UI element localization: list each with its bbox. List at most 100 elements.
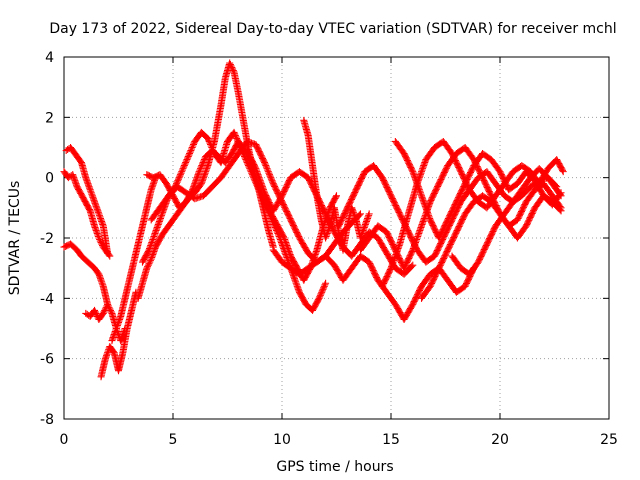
x-axis-label: GPS time / hours <box>276 459 393 475</box>
data-point-dense <box>188 145 196 153</box>
data-point-dense <box>319 285 327 293</box>
y-tick-label: -6 <box>40 352 54 368</box>
data-point-dense <box>189 142 197 150</box>
data-point-dense <box>262 163 270 171</box>
data-point-dense <box>144 261 152 269</box>
data-point-dense <box>177 169 185 177</box>
data-point-dense <box>227 62 235 70</box>
data-point-dense <box>178 166 186 174</box>
x-tick-label: 10 <box>273 432 291 448</box>
data-point-dense <box>200 157 208 165</box>
x-tick-label: 20 <box>491 432 509 448</box>
series-trace-17 <box>391 137 565 242</box>
data-point-dense <box>321 281 329 289</box>
data-point-dense <box>105 251 113 259</box>
data-point <box>99 309 107 317</box>
data-point-dense <box>91 308 99 316</box>
data-point <box>315 294 323 302</box>
data-point-dense <box>107 308 115 316</box>
series-trace-12 <box>300 116 373 254</box>
data-point <box>184 153 192 161</box>
data-point-dense <box>226 61 234 69</box>
data-point-dense <box>179 165 187 173</box>
data-point-dense <box>265 169 273 177</box>
data-point-dense <box>188 144 196 151</box>
y-tick-label: -4 <box>40 291 54 307</box>
data-point-dense <box>96 237 104 245</box>
data-point-dense <box>180 162 188 170</box>
data-point-dense <box>264 168 272 176</box>
data-point-dense <box>332 193 340 201</box>
data-point <box>226 59 234 67</box>
y-tick-label: 2 <box>45 110 54 126</box>
y-axis-label: SDTVAR / TECUs <box>7 181 23 296</box>
data-point-dense <box>180 163 188 171</box>
data-point-dense <box>269 178 277 186</box>
data-point-dense <box>186 150 194 158</box>
x-tick-label: 15 <box>382 432 400 448</box>
series-trace-5 <box>97 288 140 381</box>
data-point-dense <box>251 163 259 171</box>
data-point-dense <box>98 240 106 248</box>
data-point-dense <box>320 284 328 292</box>
data-point <box>104 300 112 308</box>
data-point-dense <box>146 258 154 266</box>
data-point <box>95 234 103 242</box>
data-point <box>409 261 417 269</box>
data-point-dense <box>408 262 416 270</box>
data-point-dense <box>198 160 206 168</box>
data-point <box>559 168 567 176</box>
data-point-dense <box>105 303 113 311</box>
series-trace-18 <box>418 192 565 302</box>
data-point-dense <box>229 65 237 73</box>
data-point-dense <box>261 160 269 168</box>
data-point-dense <box>181 160 189 168</box>
data-point-dense <box>317 290 325 298</box>
data-point <box>261 159 269 167</box>
chart-title: Day 173 of 2022, Sidereal Day-to-day VTE… <box>49 21 616 37</box>
data-point-dense <box>176 171 184 179</box>
data-point-dense <box>263 165 271 173</box>
data-point-dense <box>231 131 239 139</box>
data-point <box>91 306 99 314</box>
data-point-dense <box>183 156 191 164</box>
data-point-dense <box>558 166 566 174</box>
data-point-dense <box>106 305 114 313</box>
data-point-dense <box>205 137 213 145</box>
data-point-dense <box>145 260 153 268</box>
data-point-dense <box>199 159 207 167</box>
data-point-dense <box>318 288 326 296</box>
data-point-dense <box>206 140 214 148</box>
data-point <box>204 134 212 142</box>
data-point-dense <box>185 151 193 159</box>
data-point-dense <box>144 263 152 271</box>
data-point-dense <box>100 308 108 316</box>
data-point-dense <box>205 136 213 144</box>
series-trace-13 <box>269 246 478 323</box>
data-point-dense <box>267 174 275 182</box>
data-point-dense <box>556 206 564 214</box>
data-point <box>356 210 364 218</box>
data-point-dense <box>200 156 208 164</box>
data-point-dense <box>206 139 214 147</box>
data-point-dense <box>266 171 274 179</box>
y-tick-label: 0 <box>45 171 54 187</box>
data-point-dense <box>197 163 205 171</box>
data-point-dense <box>186 148 194 156</box>
x-tick-label: 0 <box>60 432 69 448</box>
data-point <box>106 252 114 260</box>
data-point-dense <box>174 175 182 183</box>
data-point <box>365 210 373 218</box>
data-point-dense <box>175 174 183 182</box>
data-point-dense <box>198 162 206 170</box>
data-point-dense <box>262 162 270 170</box>
y-tick-label: -8 <box>40 412 54 428</box>
data-point-dense <box>552 182 560 190</box>
data-point <box>557 189 565 197</box>
data-point-dense <box>182 157 190 165</box>
data-point-dense <box>260 157 268 165</box>
data-point-dense <box>318 287 326 295</box>
series-trace-19 <box>448 165 561 278</box>
data-point <box>557 207 565 215</box>
